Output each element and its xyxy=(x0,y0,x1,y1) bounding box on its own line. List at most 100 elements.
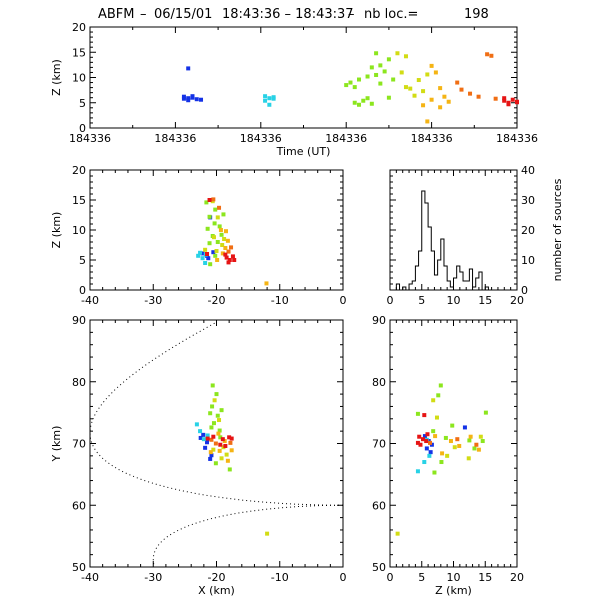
data-point xyxy=(415,411,420,416)
title-dash-1: – xyxy=(140,7,147,22)
y-tick-label: 50 xyxy=(72,561,86,574)
data-point xyxy=(415,469,420,474)
y-tick-label: 70 xyxy=(372,438,386,451)
x-tick-label: 184336 xyxy=(240,132,282,145)
data-point xyxy=(228,440,233,445)
x-tick-label: 184336 xyxy=(154,132,196,145)
plot-frame xyxy=(89,169,344,291)
data-point xyxy=(429,63,434,68)
data-point xyxy=(209,425,214,430)
data-point xyxy=(421,89,426,94)
data-point xyxy=(369,65,374,70)
data-point xyxy=(515,100,519,105)
data-point xyxy=(267,102,272,107)
data-point xyxy=(425,72,430,77)
data-point xyxy=(446,99,451,104)
data-point xyxy=(418,442,423,447)
data-point xyxy=(455,80,460,85)
y-axis-title: Z (km) xyxy=(50,212,63,249)
data-point xyxy=(263,94,268,99)
range-circle xyxy=(152,504,343,567)
data-point xyxy=(391,77,396,82)
y-tick-label: 0 xyxy=(79,122,86,135)
y-tick-label: 90 xyxy=(372,314,386,327)
data-point xyxy=(433,70,438,75)
data-point xyxy=(227,467,232,472)
x-tick-label: -20 xyxy=(208,294,226,307)
plot-frame xyxy=(89,26,518,129)
data-point xyxy=(220,243,225,247)
data-point xyxy=(229,436,234,441)
y-axis-title: Z (km) xyxy=(50,59,63,96)
data-point xyxy=(207,198,212,202)
data-point xyxy=(230,254,235,259)
data-point xyxy=(438,383,443,388)
x-tick-label: 20 xyxy=(510,294,524,307)
data-point xyxy=(374,72,379,77)
x-tick-label: 10 xyxy=(447,571,461,584)
time-height-panel: 184336 184336 184336 184336 184336 1843360510… xyxy=(50,21,538,158)
data-point xyxy=(219,408,224,413)
x-axis-title: Time (UT) xyxy=(276,145,331,158)
x-tick-label: 5 xyxy=(418,571,425,584)
data-point xyxy=(483,410,488,415)
data-point xyxy=(425,119,430,124)
data-point xyxy=(218,442,223,447)
data-point xyxy=(211,447,216,452)
data-point xyxy=(194,422,199,427)
x-axis-title: X (km) xyxy=(198,584,235,597)
data-point xyxy=(378,63,383,68)
x-tick-label: 184336 xyxy=(325,132,367,145)
data-point xyxy=(215,258,220,262)
data-point xyxy=(344,83,349,88)
data-point xyxy=(429,97,434,102)
data-point xyxy=(200,256,205,261)
y-tick-label: 80 xyxy=(72,376,86,389)
data-point xyxy=(439,460,444,465)
data-point xyxy=(466,456,471,461)
data-point xyxy=(225,238,230,243)
data-point xyxy=(422,460,427,465)
data-point xyxy=(221,212,226,217)
data-point xyxy=(210,404,215,409)
data-point xyxy=(181,96,186,101)
x-tick-label: 184336 xyxy=(411,132,453,145)
data-point xyxy=(448,439,453,444)
title-date: 06/15/01 xyxy=(154,7,212,22)
data-point xyxy=(399,70,404,75)
data-point xyxy=(232,258,237,262)
data-point xyxy=(365,96,370,101)
histogram-line xyxy=(395,190,489,291)
data-point xyxy=(434,415,439,420)
data-point xyxy=(386,57,391,62)
data-point xyxy=(472,446,477,451)
y-tick-label: 10 xyxy=(521,254,535,267)
x-tick-label: 0 xyxy=(340,294,347,307)
data-point xyxy=(474,442,479,447)
y-tick-label: 5 xyxy=(79,97,86,110)
data-point xyxy=(374,51,379,56)
x-tick-label: -10 xyxy=(271,571,289,584)
data-point xyxy=(211,197,216,202)
data-point xyxy=(476,94,481,99)
data-point xyxy=(218,435,223,440)
y-axis-title: number of sources xyxy=(551,178,564,281)
data-point xyxy=(480,439,485,444)
data-point xyxy=(211,250,216,255)
data-point xyxy=(229,448,234,453)
data-point xyxy=(369,101,374,106)
data-point xyxy=(412,93,417,98)
y-tick-label: 40 xyxy=(521,164,535,177)
data-point xyxy=(229,245,234,250)
data-point xyxy=(205,436,210,441)
data-point xyxy=(485,52,490,57)
data-point xyxy=(468,91,473,96)
data-point xyxy=(361,98,366,103)
y-tick-label: 60 xyxy=(72,499,86,512)
y-tick-label: 15 xyxy=(72,46,86,59)
data-point xyxy=(476,447,481,452)
data-point xyxy=(348,80,353,85)
y-tick-label: 10 xyxy=(72,72,86,85)
data-point xyxy=(468,434,473,439)
